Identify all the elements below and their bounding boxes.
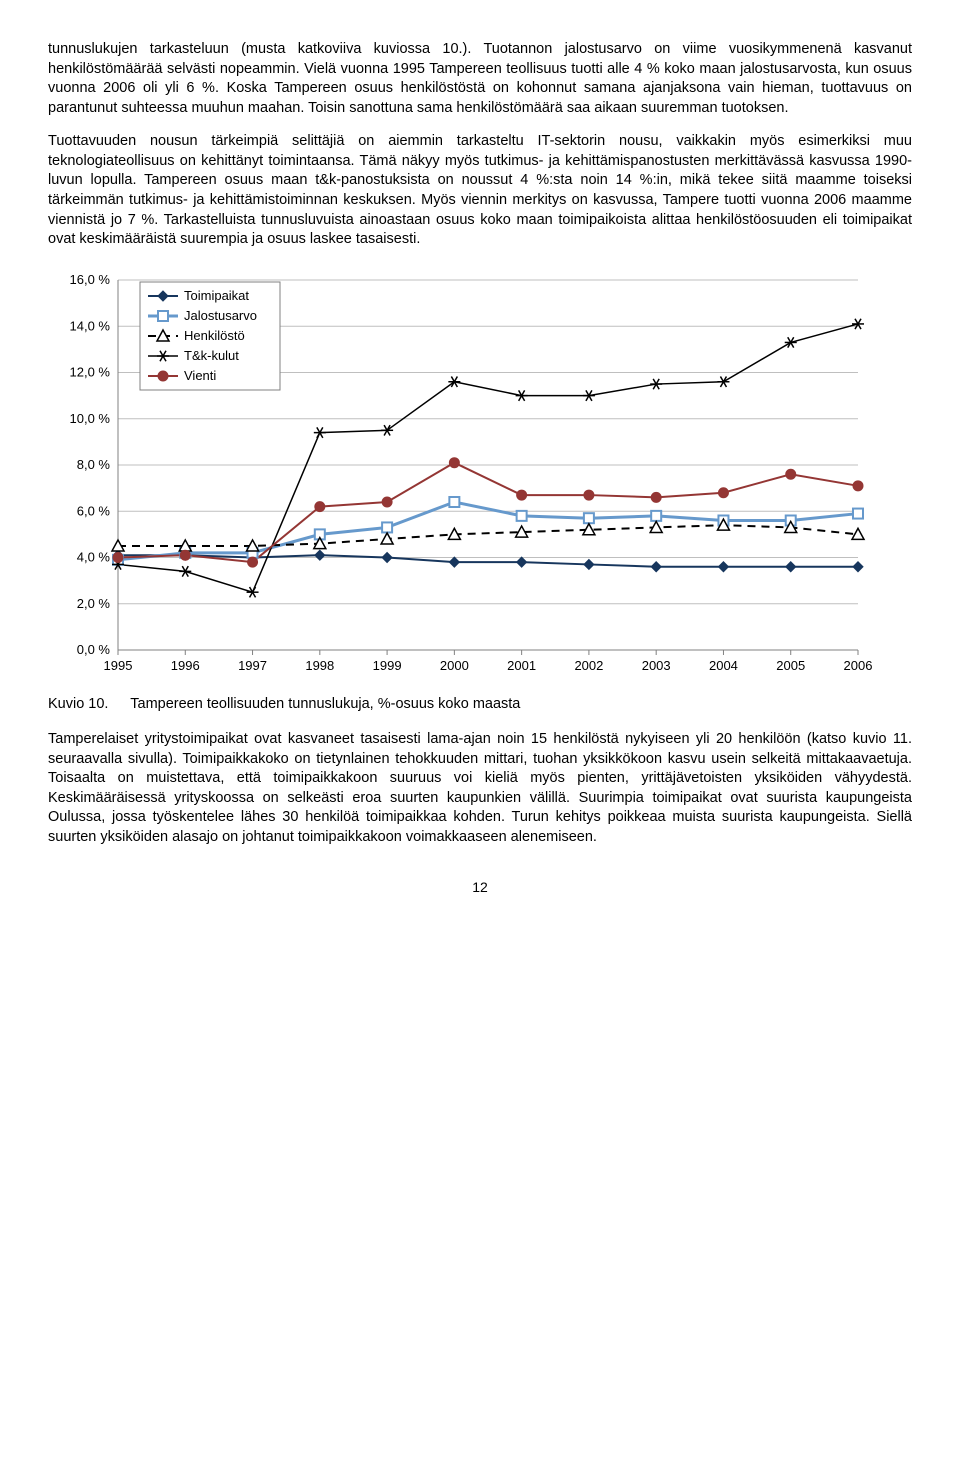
svg-text:Henkilöstö: Henkilöstö bbox=[184, 328, 245, 343]
svg-text:1999: 1999 bbox=[373, 658, 402, 673]
svg-text:8,0 %: 8,0 % bbox=[77, 457, 111, 472]
svg-text:1998: 1998 bbox=[305, 658, 334, 673]
line-chart-svg: 0,0 % 2,0 % 4,0 % 6,0 % 8,0 % 10,0 % 12,0 % 14,… bbox=[48, 270, 878, 685]
body-paragraph-1: tunnuslukujen tarkasteluun (musta katkov… bbox=[48, 40, 912, 118]
svg-text:1995: 1995 bbox=[104, 658, 133, 673]
figure-caption-text: Tampereen teollisuuden tunnuslukuja, %-o… bbox=[130, 696, 520, 712]
svg-text:2003: 2003 bbox=[642, 658, 671, 673]
svg-text:12,0 %: 12,0 % bbox=[70, 364, 111, 379]
figure-caption: Kuvio 10. Tampereen teollisuuden tunnusl… bbox=[48, 695, 912, 715]
svg-text:T&k-kulut: T&k-kulut bbox=[184, 348, 239, 363]
svg-text:2005: 2005 bbox=[776, 658, 805, 673]
svg-text:10,0 %: 10,0 % bbox=[70, 410, 111, 425]
chart-kuvio-10: 0,0 % 2,0 % 4,0 % 6,0 % 8,0 % 10,0 % 12,0 % 14,… bbox=[48, 270, 912, 685]
svg-text:2006: 2006 bbox=[844, 658, 873, 673]
svg-text:2001: 2001 bbox=[507, 658, 536, 673]
svg-text:Toimipaikat: Toimipaikat bbox=[184, 288, 249, 303]
svg-text:14,0 %: 14,0 % bbox=[70, 318, 111, 333]
svg-text:16,0 %: 16,0 % bbox=[70, 272, 111, 287]
svg-text:0,0 %: 0,0 % bbox=[77, 642, 111, 657]
svg-text:1997: 1997 bbox=[238, 658, 267, 673]
svg-text:2002: 2002 bbox=[574, 658, 603, 673]
svg-text:4,0 %: 4,0 % bbox=[77, 549, 111, 564]
svg-text:Vienti: Vienti bbox=[184, 368, 216, 383]
svg-text:Jalostusarvo: Jalostusarvo bbox=[184, 308, 257, 323]
body-paragraph-3: Tamperelaiset yritystoimipaikat ovat kas… bbox=[48, 730, 912, 847]
page-number: 12 bbox=[48, 878, 912, 897]
body-paragraph-2: Tuottavuuden nousun tärkeimpiä selittäji… bbox=[48, 132, 912, 249]
figure-caption-label: Kuvio 10. bbox=[48, 696, 108, 712]
svg-text:1996: 1996 bbox=[171, 658, 200, 673]
svg-text:2004: 2004 bbox=[709, 658, 738, 673]
svg-text:2,0 %: 2,0 % bbox=[77, 595, 111, 610]
svg-text:6,0 %: 6,0 % bbox=[77, 503, 111, 518]
svg-text:2000: 2000 bbox=[440, 658, 469, 673]
